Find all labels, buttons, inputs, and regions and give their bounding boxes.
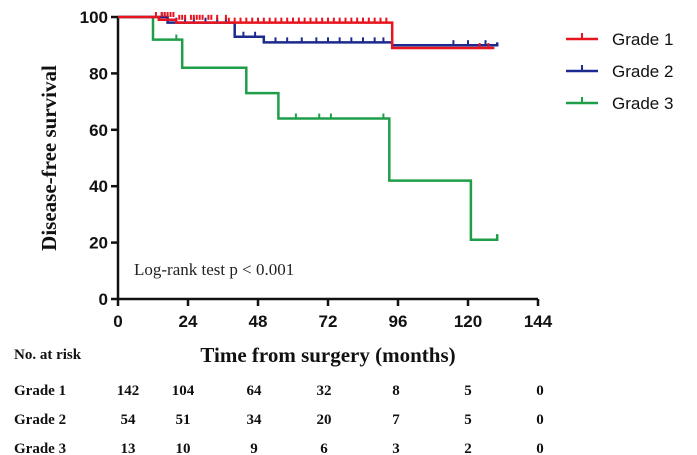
legend: Grade 1 Grade 2 Grade 3 xyxy=(566,30,673,113)
legend-item-grade-1: Grade 1 xyxy=(566,30,673,49)
risk-cell: 5 xyxy=(464,412,472,428)
x-tick-label: 96 xyxy=(389,312,408,331)
y-axis-title: Disease-free survival xyxy=(37,65,61,251)
risk-cell: 2 xyxy=(464,441,472,455)
risk-cell: 8 xyxy=(392,383,400,399)
risk-cell: 64 xyxy=(247,383,263,399)
risk-cell: 5 xyxy=(464,383,472,399)
risk-cell: 34 xyxy=(247,412,263,428)
log-rank-annotation: Log-rank test p < 0.001 xyxy=(134,260,294,279)
risk-cell: 142 xyxy=(117,383,140,399)
risk-cell: 104 xyxy=(172,383,195,399)
legend-label: Grade 3 xyxy=(612,94,673,113)
risk-cell: 7 xyxy=(392,412,400,428)
x-tick-label: 72 xyxy=(319,312,338,331)
risk-table-row: Grade 1 142 104 64 32 8 5 0 xyxy=(14,383,544,399)
risk-cell: 0 xyxy=(536,441,544,455)
risk-cell: 20 xyxy=(317,412,332,428)
grade-1-series xyxy=(118,12,495,50)
survival-curves xyxy=(118,12,499,242)
y-tick-label: 100 xyxy=(80,8,108,27)
risk-cell: 54 xyxy=(121,412,137,428)
risk-row-label: Grade 2 xyxy=(14,412,66,428)
y-tick-label: 60 xyxy=(89,121,108,140)
risk-cell: 32 xyxy=(317,383,332,399)
risk-cell: 9 xyxy=(250,441,258,455)
grade-2-curve xyxy=(118,15,499,47)
risk-table-header: No. at risk xyxy=(14,347,82,363)
risk-row-label: Grade 3 xyxy=(14,441,66,455)
legend-label: Grade 2 xyxy=(612,62,673,81)
x-tick-label: 0 xyxy=(113,312,122,331)
grade-3-series xyxy=(118,15,499,242)
x-tick-label: 24 xyxy=(179,312,198,331)
grade-3-curve xyxy=(118,15,499,242)
grade-1-curve xyxy=(118,15,495,50)
x-tick-label: 144 xyxy=(524,312,553,331)
risk-cell: 0 xyxy=(536,412,544,428)
risk-table-row: Grade 3 13 10 9 6 3 2 0 xyxy=(14,441,544,455)
legend-item-grade-2: Grade 2 xyxy=(566,62,673,81)
y-tick-label: 0 xyxy=(99,290,108,309)
risk-cell: 13 xyxy=(121,441,136,455)
risk-cell: 0 xyxy=(536,383,544,399)
risk-cell: 51 xyxy=(176,412,191,428)
risk-cell: 6 xyxy=(320,441,328,455)
x-tick-label: 120 xyxy=(454,312,482,331)
y-axis-ticks: 0 20 40 60 80 100 xyxy=(80,8,118,309)
risk-row-label: Grade 1 xyxy=(14,383,66,399)
x-axis-ticks: 0 24 48 72 96 120 144 xyxy=(113,299,553,331)
y-tick-label: 80 xyxy=(89,64,108,83)
legend-item-grade-3: Grade 3 xyxy=(566,94,673,113)
x-axis-title: Time from surgery (months) xyxy=(200,343,455,367)
risk-cell: 3 xyxy=(392,441,400,455)
y-tick-label: 20 xyxy=(89,234,108,253)
risk-table-row: Grade 2 54 51 34 20 7 5 0 xyxy=(14,412,544,428)
y-tick-label: 40 xyxy=(89,177,108,196)
legend-label: Grade 1 xyxy=(612,30,673,49)
risk-cell: 10 xyxy=(176,441,191,455)
x-tick-label: 48 xyxy=(249,312,268,331)
